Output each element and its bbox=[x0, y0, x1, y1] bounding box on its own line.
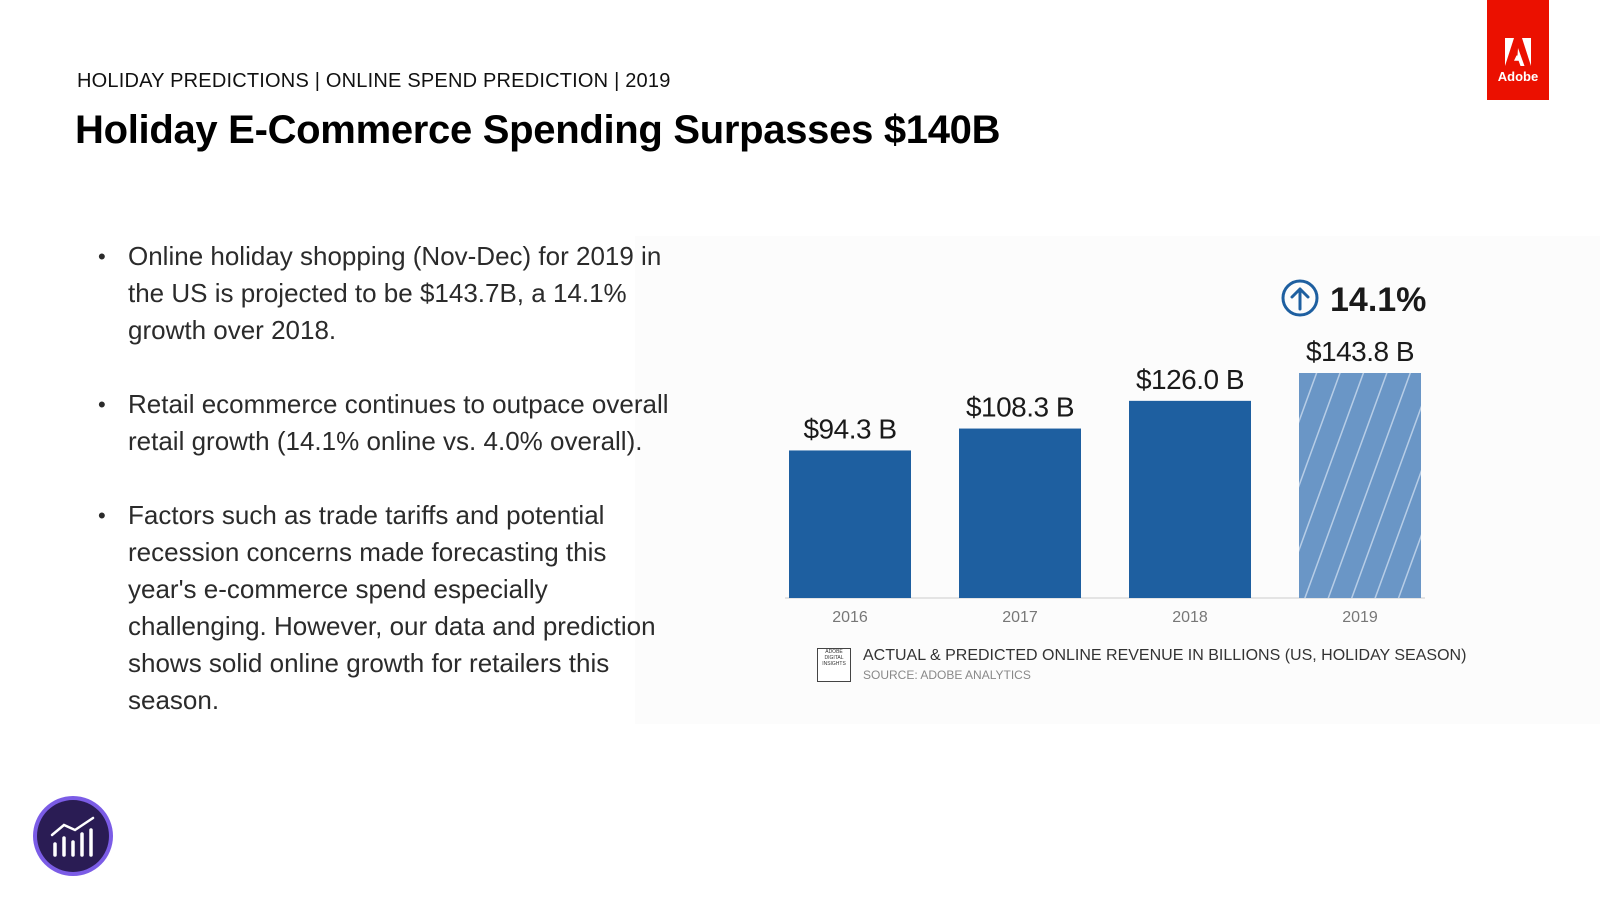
data-label-2018: $126.0 B bbox=[1136, 364, 1244, 395]
chart-title: ACTUAL & PREDICTED ONLINE REVENUE IN BIL… bbox=[863, 647, 1467, 664]
growth-label: 14.1% bbox=[1330, 281, 1426, 319]
bullet-dot: • bbox=[98, 392, 106, 417]
x-tick-2017: 2017 bbox=[1002, 609, 1038, 626]
bar-2019 bbox=[1299, 373, 1421, 598]
adobe-a-icon bbox=[1505, 38, 1531, 66]
data-label-2019: $143.8 B bbox=[1306, 336, 1414, 367]
bar-chart-icon bbox=[50, 816, 95, 857]
data-label-2017: $108.3 B bbox=[966, 392, 1074, 423]
x-tick-2018: 2018 bbox=[1172, 609, 1208, 626]
bar-2016 bbox=[789, 450, 911, 598]
bullet-dot: • bbox=[98, 244, 106, 269]
chart-source: SOURCE: ADOBE ANALYTICS bbox=[863, 668, 1031, 682]
bullet-item: • Online holiday shopping (Nov-Dec) for 2… bbox=[98, 238, 678, 349]
data-label-2016: $94.3 B bbox=[803, 413, 896, 444]
up-arrow-glyph bbox=[1290, 287, 1310, 311]
adobe-logo: Adobe bbox=[1487, 0, 1549, 100]
adobe-digital-insights-icon: ADOBE DIGITAL INSIGHTS bbox=[817, 648, 851, 682]
bullet-item: • Factors such as trade tariffs and poten… bbox=[98, 497, 678, 719]
up-arrow-icon bbox=[1281, 279, 1319, 317]
bar-2017 bbox=[959, 428, 1081, 598]
analytics-app-icon bbox=[33, 796, 113, 876]
bullet-dot: • bbox=[98, 503, 106, 528]
x-tick-2016: 2016 bbox=[832, 609, 868, 626]
bar-2018 bbox=[1129, 400, 1251, 598]
section-kicker: HOLIDAY PREDICTIONS | ONLINE SPEND PREDI… bbox=[77, 70, 671, 92]
adobe-wordmark: Adobe bbox=[1497, 69, 1539, 84]
page-title: Holiday E-Commerce Spending Surpasses $1… bbox=[75, 108, 1001, 152]
bullet-list: • Online holiday shopping (Nov-Dec) for 2… bbox=[98, 238, 678, 756]
bullet-item: • Retail ecommerce continues to outpace o… bbox=[98, 386, 678, 460]
x-tick-2019: 2019 bbox=[1342, 609, 1378, 626]
